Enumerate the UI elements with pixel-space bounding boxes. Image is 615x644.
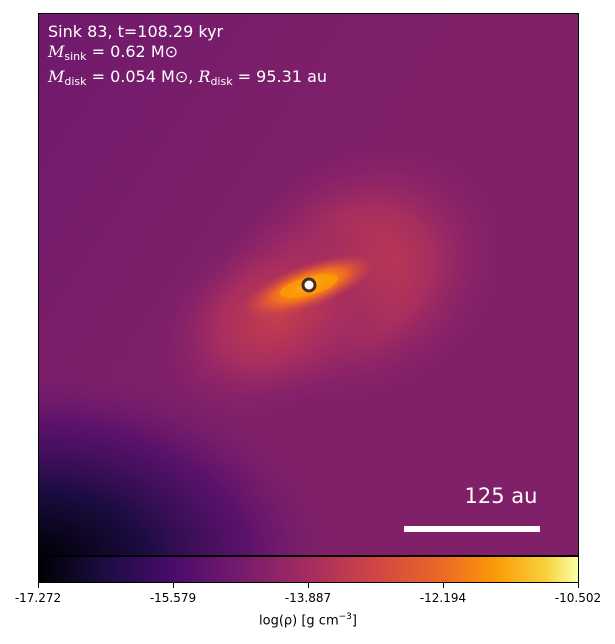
sink-marker [301, 277, 317, 293]
colorbar-label: log(ρ) [g cm−3] [259, 612, 357, 629]
sink-time-label: Sink 83, t=108.29 kyr [48, 22, 224, 41]
colorbar-tick-label: -15.579 [149, 591, 197, 605]
colorbar-tick [173, 583, 174, 588]
colorbar [38, 556, 579, 583]
scale-bar [404, 526, 540, 532]
colorbar-tick-label: -17.272 [14, 591, 62, 605]
density-map [39, 14, 578, 555]
sink-mass-label: Msink = 0.62 M⊙ [48, 42, 179, 63]
colorbar-tick [38, 583, 39, 588]
colorbar-tick-label: -13.887 [284, 591, 332, 605]
scale-bar-label: 125 au [464, 484, 538, 508]
colorbar-tick [578, 583, 579, 588]
colorbar-tick-label: -10.502 [554, 591, 602, 605]
info-annotation: Sink 83, t=108.29 kyr Msink = 0.62 M⊙ Md… [48, 22, 327, 92]
colorbar-tick-label: -12.194 [419, 591, 467, 605]
colorbar-tick [308, 583, 309, 588]
disk-label: Mdisk = 0.054 M⊙, Rdisk = 95.31 au [48, 67, 328, 88]
colorbar-tick [443, 583, 444, 588]
density-map-panel: Sink 83, t=108.29 kyr Msink = 0.62 M⊙ Md… [38, 13, 579, 556]
